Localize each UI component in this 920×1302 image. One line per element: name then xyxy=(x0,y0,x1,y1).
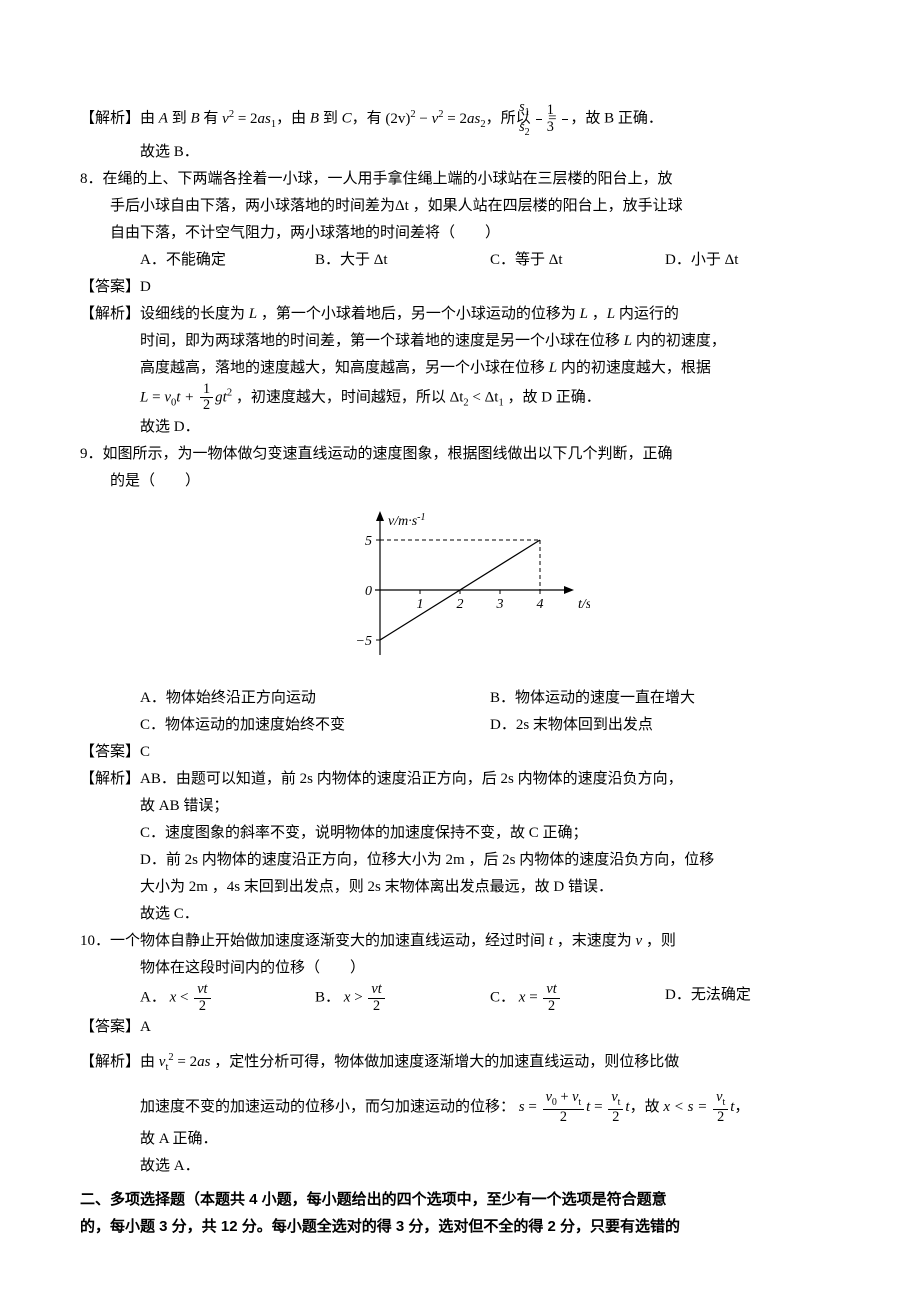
q9-option-a: A．物体始终沿正方向运动 xyxy=(140,685,490,712)
q8-analysis: 【解析】设细线的长度为 L ，第一个小球着地后，另一个小球运动的位移为 L ，L… xyxy=(80,301,840,328)
q10-conclusion: 故选 A． xyxy=(80,1153,840,1180)
svg-text:t/s: t/s xyxy=(578,597,590,612)
section2-heading: 二、多项选择题（本题共 4 小题，每小题给出的四个选项中，至少有一个选项是符合题… xyxy=(80,1186,840,1240)
q10-option-b: B． x > vt2 xyxy=(315,982,490,1014)
q8-stem: 8．在绳的上、下两端各拴着一小球，一人用手拿住绳上端的小球站在三层楼的阳台上，放 xyxy=(80,166,840,193)
q9-option-d: D．2s 末物体回到出发点 xyxy=(490,712,840,739)
q7-conclusion: 故选 B． xyxy=(80,139,840,166)
label: 【解析】 xyxy=(80,111,140,127)
velocity-time-graph: 5 0 −5 1 2 3 4 v/m·s-1 t/s xyxy=(330,505,590,665)
q8-option-a: A．不能确定 xyxy=(140,247,315,274)
q9-options: A．物体始终沿正方向运动 B．物体运动的速度一直在增大 C．物体运动的加速度始终… xyxy=(80,685,840,739)
q10-options: A． x < vt2 B． x > vt2 C． x = vt2 D．无法确定 xyxy=(80,982,840,1014)
svg-text:3: 3 xyxy=(496,597,504,612)
q10-number: 10． xyxy=(80,933,110,949)
svg-text:5: 5 xyxy=(365,534,372,549)
q8-conclusion: 故选 D． xyxy=(80,414,840,441)
svg-text:1: 1 xyxy=(417,597,424,612)
q8-options: A．不能确定 B．大于 Δt C．等于 Δt D．小于 Δt xyxy=(80,247,840,274)
q9-stem: 9．如图所示，为一物体做匀变速直线运动的速度图象，根据图线做出以下几个判断，正确 xyxy=(80,441,840,468)
svg-text:4: 4 xyxy=(537,597,544,612)
q8-answer: 【答案】D xyxy=(80,274,840,301)
q8-option-d: D．小于 Δt xyxy=(665,247,840,274)
svg-text:2: 2 xyxy=(457,597,464,612)
q10-option-c: C． x = vt2 xyxy=(490,982,665,1014)
q9-option-b: B．物体运动的速度一直在增大 xyxy=(490,685,840,712)
q10-answer: 【答案】A xyxy=(80,1014,840,1041)
svg-text:−5: −5 xyxy=(356,634,372,649)
q9-number: 9． xyxy=(80,446,103,462)
svg-text:v/m·s-1: v/m·s-1 xyxy=(388,511,426,529)
svg-text:0: 0 xyxy=(365,584,372,599)
q9-velocity-chart: 5 0 −5 1 2 3 4 v/m·s-1 t/s xyxy=(80,505,840,675)
q8-option-b: B．大于 Δt xyxy=(315,247,490,274)
q7-analysis: 【解析】由 A 到 B 有 v2 = 2as1，由 B 到 C，有 (2v)2 … xyxy=(80,100,840,139)
q10-analysis: 【解析】由 vt2 = 2as ，定性分析可得，物体做加速度逐渐增大的加速直线运… xyxy=(80,1049,840,1078)
q8-number: 8． xyxy=(80,171,103,187)
q8-option-c: C．等于 Δt xyxy=(490,247,665,274)
q9-conclusion: 故选 C． xyxy=(80,901,840,928)
q9-analysis: 【解析】AB．由题可以知道，前 2s 内物体的速度沿正方向，后 2s 内物体的速… xyxy=(80,766,840,793)
q10-option-a: A． x < vt2 xyxy=(140,982,315,1014)
q9-option-c: C．物体运动的加速度始终不变 xyxy=(140,712,490,739)
q9-answer: 【答案】C xyxy=(80,739,840,766)
q10-option-d: D．无法确定 xyxy=(665,982,840,1014)
q10-stem: 10．一个物体自静止开始做加速度逐渐变大的加速直线运动，经过时间 t ，末速度为… xyxy=(80,928,840,955)
